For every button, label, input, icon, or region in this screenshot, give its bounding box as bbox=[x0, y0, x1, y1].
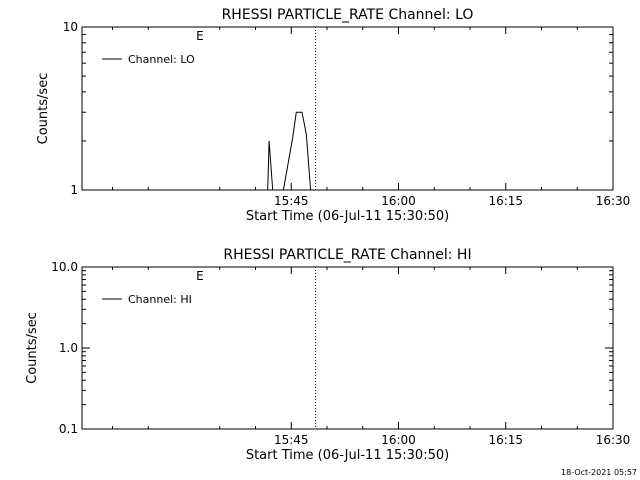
y-tick-label: 1 bbox=[70, 183, 78, 197]
x-tick-label: 16:30 bbox=[596, 433, 631, 447]
x-tick-label: 16:15 bbox=[488, 194, 523, 208]
y-tick-label: 10 bbox=[63, 20, 78, 34]
y-axis-label: Counts/sec bbox=[25, 312, 40, 384]
legend-label: Channel: HI bbox=[128, 293, 192, 306]
x-tick-label: 16:00 bbox=[381, 433, 416, 447]
y-tick-label: 0.1 bbox=[59, 422, 78, 436]
x-axis-label: Start Time (06-Jul-11 15:30:50) bbox=[246, 448, 449, 463]
x-tick-label: 15:45 bbox=[274, 194, 309, 208]
footer-timestamp: 18-Oct-2021 05:57 bbox=[561, 468, 637, 477]
chart-title: RHESSI PARTICLE_RATE Channel: HI bbox=[223, 247, 471, 263]
chart-title: RHESSI PARTICLE_RATE Channel: LO bbox=[222, 7, 474, 23]
lo-channel-panel: RHESSI PARTICLE_RATE Channel: LO 15:45 16:… bbox=[36, 7, 631, 224]
y-tick-label: 10.0 bbox=[51, 260, 78, 274]
legend-label: Channel: LO bbox=[128, 53, 195, 66]
x-tick-label: 16:15 bbox=[488, 433, 523, 447]
y-axis-label: Counts/sec bbox=[36, 73, 51, 145]
x-tick-label: 16:00 bbox=[381, 194, 416, 208]
x-axis-label: Start Time (06-Jul-11 15:30:50) bbox=[246, 209, 449, 224]
series-line-channel-lo bbox=[263, 111, 314, 191]
event-marker-label: E bbox=[196, 269, 204, 283]
plot-frame bbox=[81, 26, 614, 191]
hi-channel-panel: RHESSI PARTICLE_RATE Channel: HI 15:45 16:… bbox=[25, 247, 631, 463]
plot-frame bbox=[81, 266, 614, 430]
x-tick-label: 16:30 bbox=[596, 194, 631, 208]
event-marker-label: E bbox=[196, 29, 204, 43]
x-tick-label: 15:45 bbox=[274, 433, 309, 447]
y-tick-label: 1.0 bbox=[59, 341, 78, 355]
